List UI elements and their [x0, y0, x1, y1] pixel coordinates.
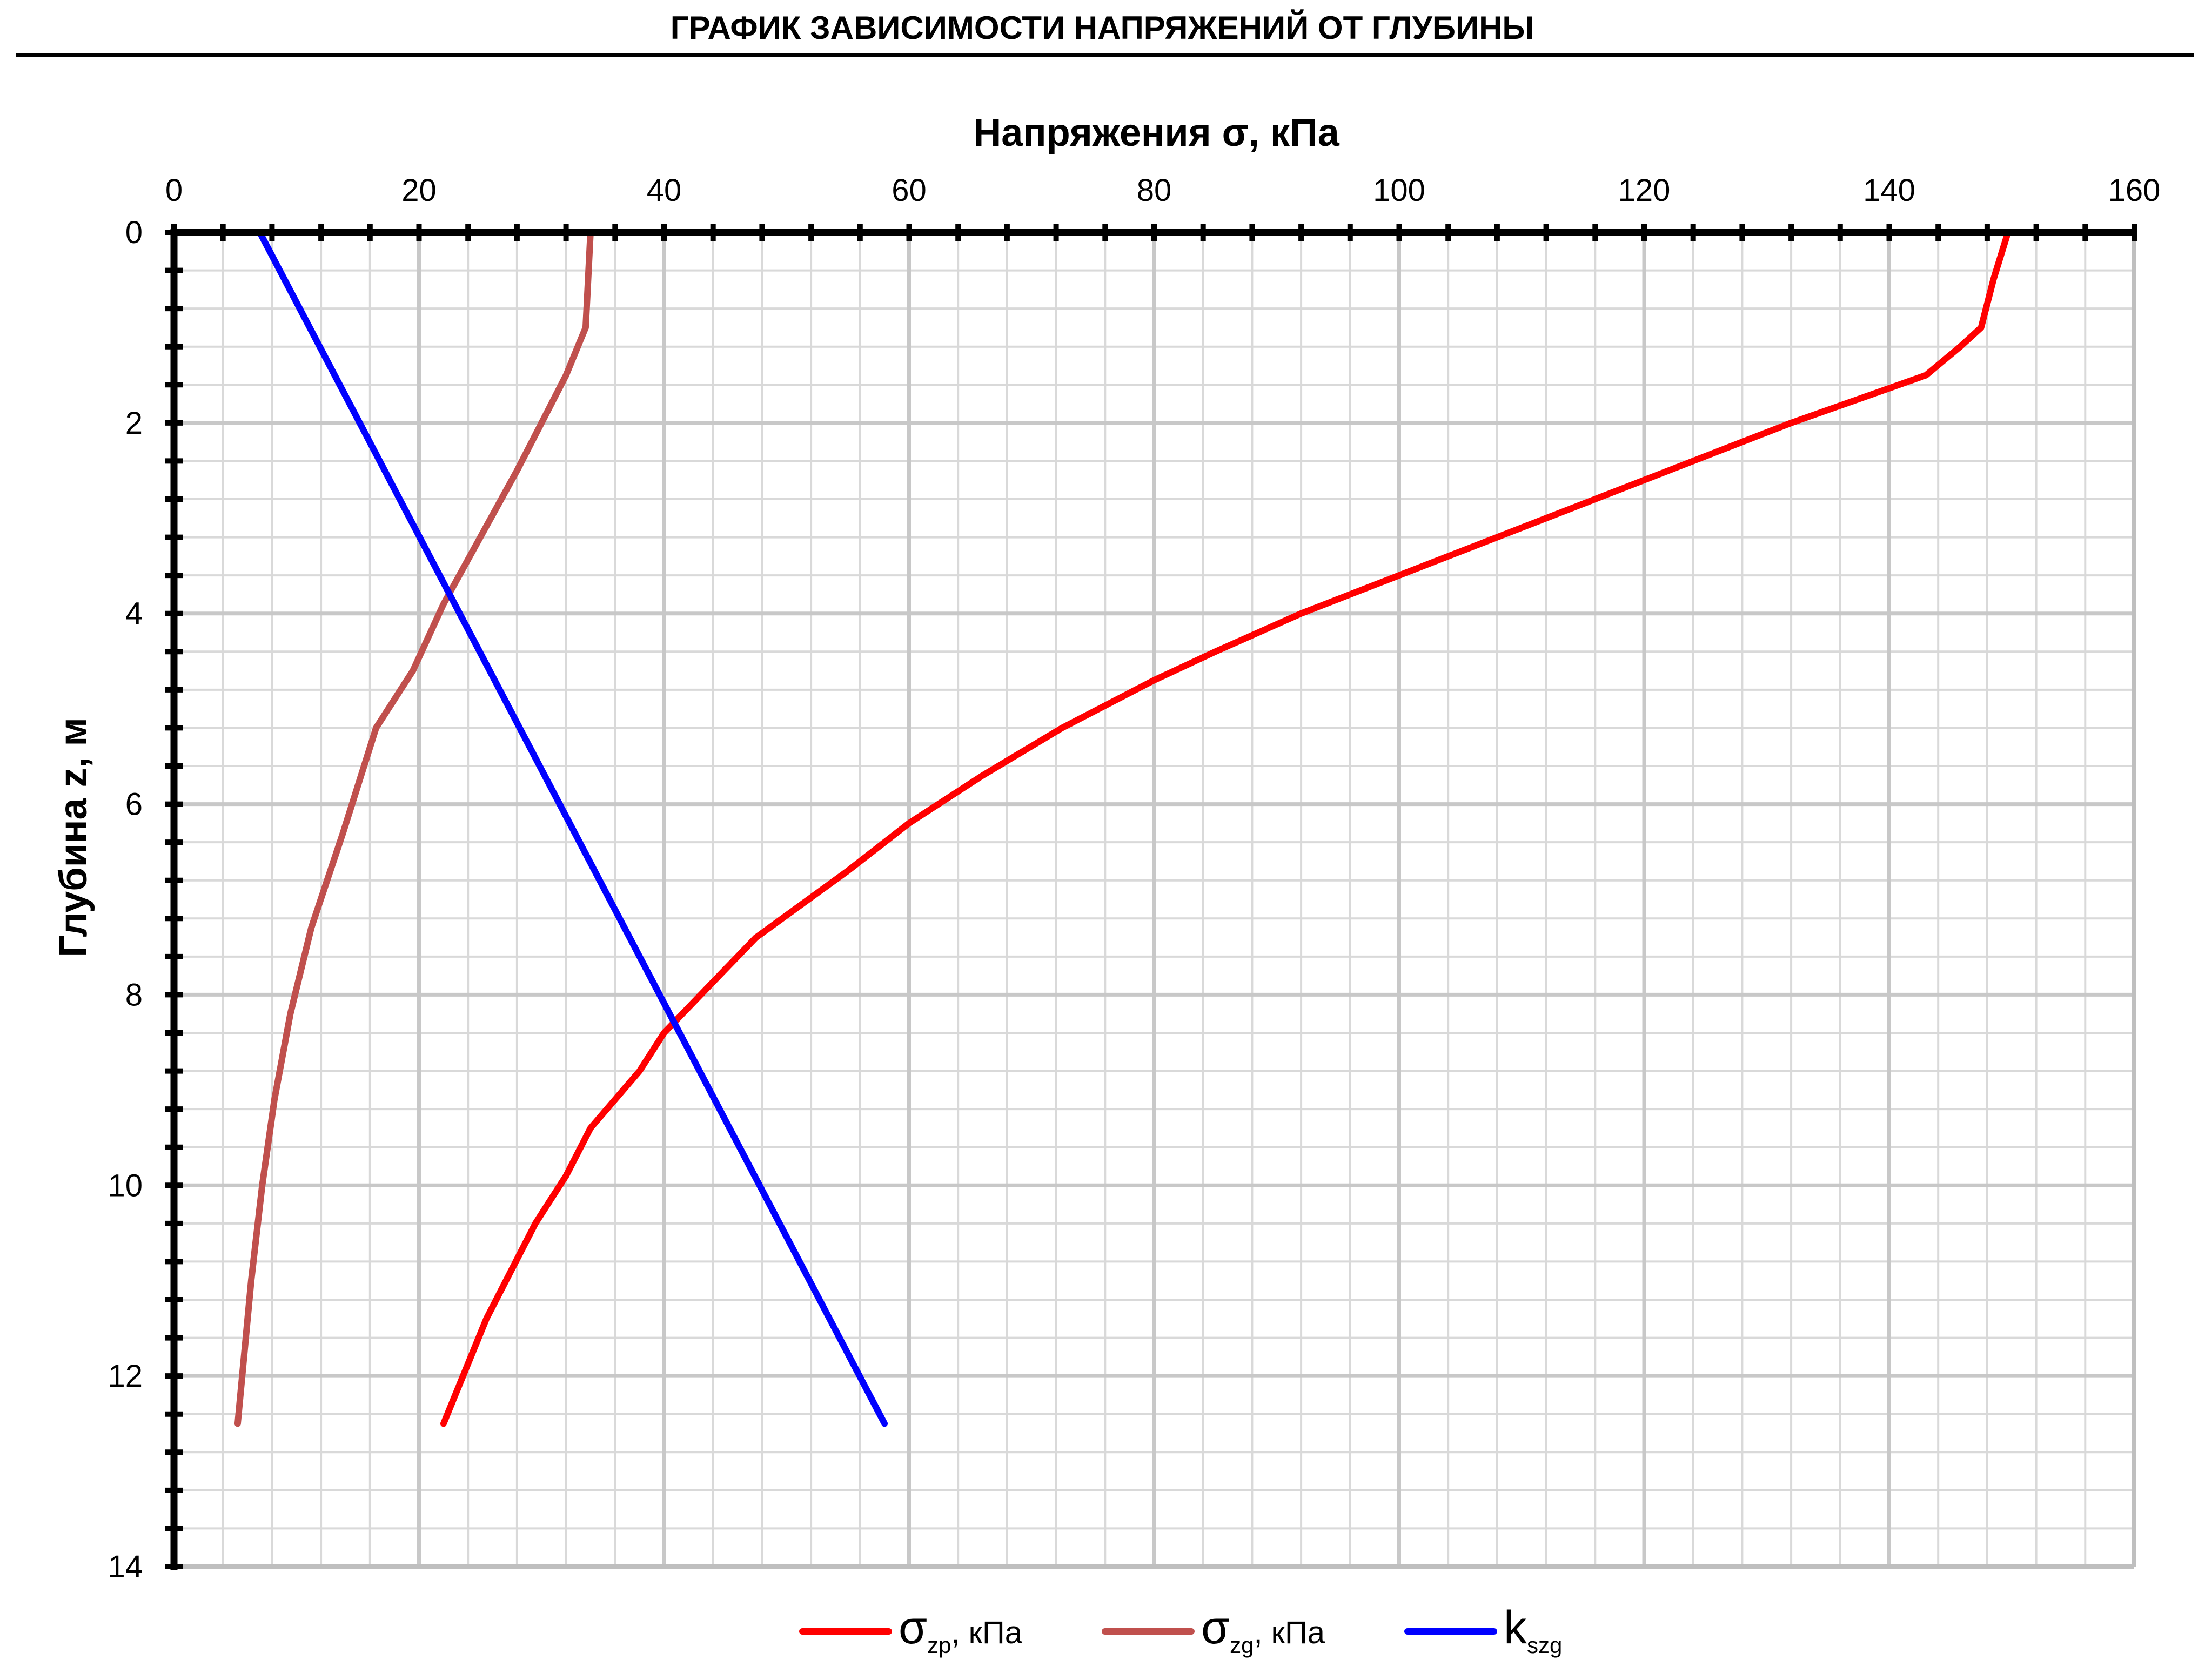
y-tick-label: 10 — [108, 1168, 143, 1203]
x-tick-label: 160 — [2108, 173, 2161, 208]
x-tick-label: 40 — [647, 173, 682, 208]
x-tick-labels: 0 20 40 60 80 100 120 140 160 — [165, 173, 2161, 208]
legend-label: σzp, кПа — [899, 1602, 1023, 1658]
y-tick-label: 2 — [125, 406, 143, 441]
y-tick-label: 8 — [125, 977, 143, 1012]
y-axis-title: Глубина z, м — [52, 717, 95, 957]
legend-label: σzg, кПа — [1201, 1602, 1325, 1658]
axes — [165, 224, 2137, 1570]
legend-symbol: σ — [1201, 1602, 1230, 1654]
y-tick-label: 6 — [125, 787, 143, 822]
series-line-1 — [440, 229, 2012, 1427]
x-tick-label: 120 — [1618, 173, 1671, 208]
y-tick-label: 14 — [108, 1549, 143, 1584]
series-layer — [234, 229, 2012, 1427]
x-tick-label: 20 — [401, 173, 437, 208]
legend-symbol: k — [1504, 1602, 1527, 1654]
legend-suffix: , кПа — [1254, 1615, 1325, 1650]
y-tick-label: 4 — [125, 596, 143, 631]
x-tick-label: 140 — [1863, 173, 1915, 208]
minor-gridlines — [174, 232, 2134, 1567]
x-tick-label: 80 — [1137, 173, 1172, 208]
x-tick-label: 100 — [1373, 173, 1425, 208]
legend-symbol: σ — [899, 1602, 927, 1654]
legend-suffix: , кПа — [951, 1615, 1022, 1650]
legend-label: kszg — [1504, 1602, 1562, 1658]
legend-subscript: szg — [1527, 1632, 1562, 1658]
legend-subscript: zp — [927, 1632, 951, 1658]
x-axis-title: Напряжения σ, кПа — [973, 111, 1340, 154]
y-tick-label: 12 — [108, 1359, 143, 1394]
chart-title: ГРАФИК ЗАВИСИМОСТИ НАПРЯЖЕНИЙ ОТ ГЛУБИНЫ — [671, 10, 1534, 46]
y-tick-label: 0 — [125, 215, 143, 250]
y-tick-labels: 0 2 4 6 8 10 12 14 — [108, 215, 143, 1584]
legend-subscript: zg — [1230, 1632, 1254, 1658]
x-tick-label: 0 — [165, 173, 183, 208]
axis-tick-marks — [165, 224, 2137, 1569]
x-tick-label: 60 — [892, 173, 927, 208]
series-line-2 — [234, 229, 594, 1427]
series-line-3 — [256, 229, 888, 1427]
legend: σzp, кПа σzg, кПа kszg — [799, 1602, 1562, 1658]
